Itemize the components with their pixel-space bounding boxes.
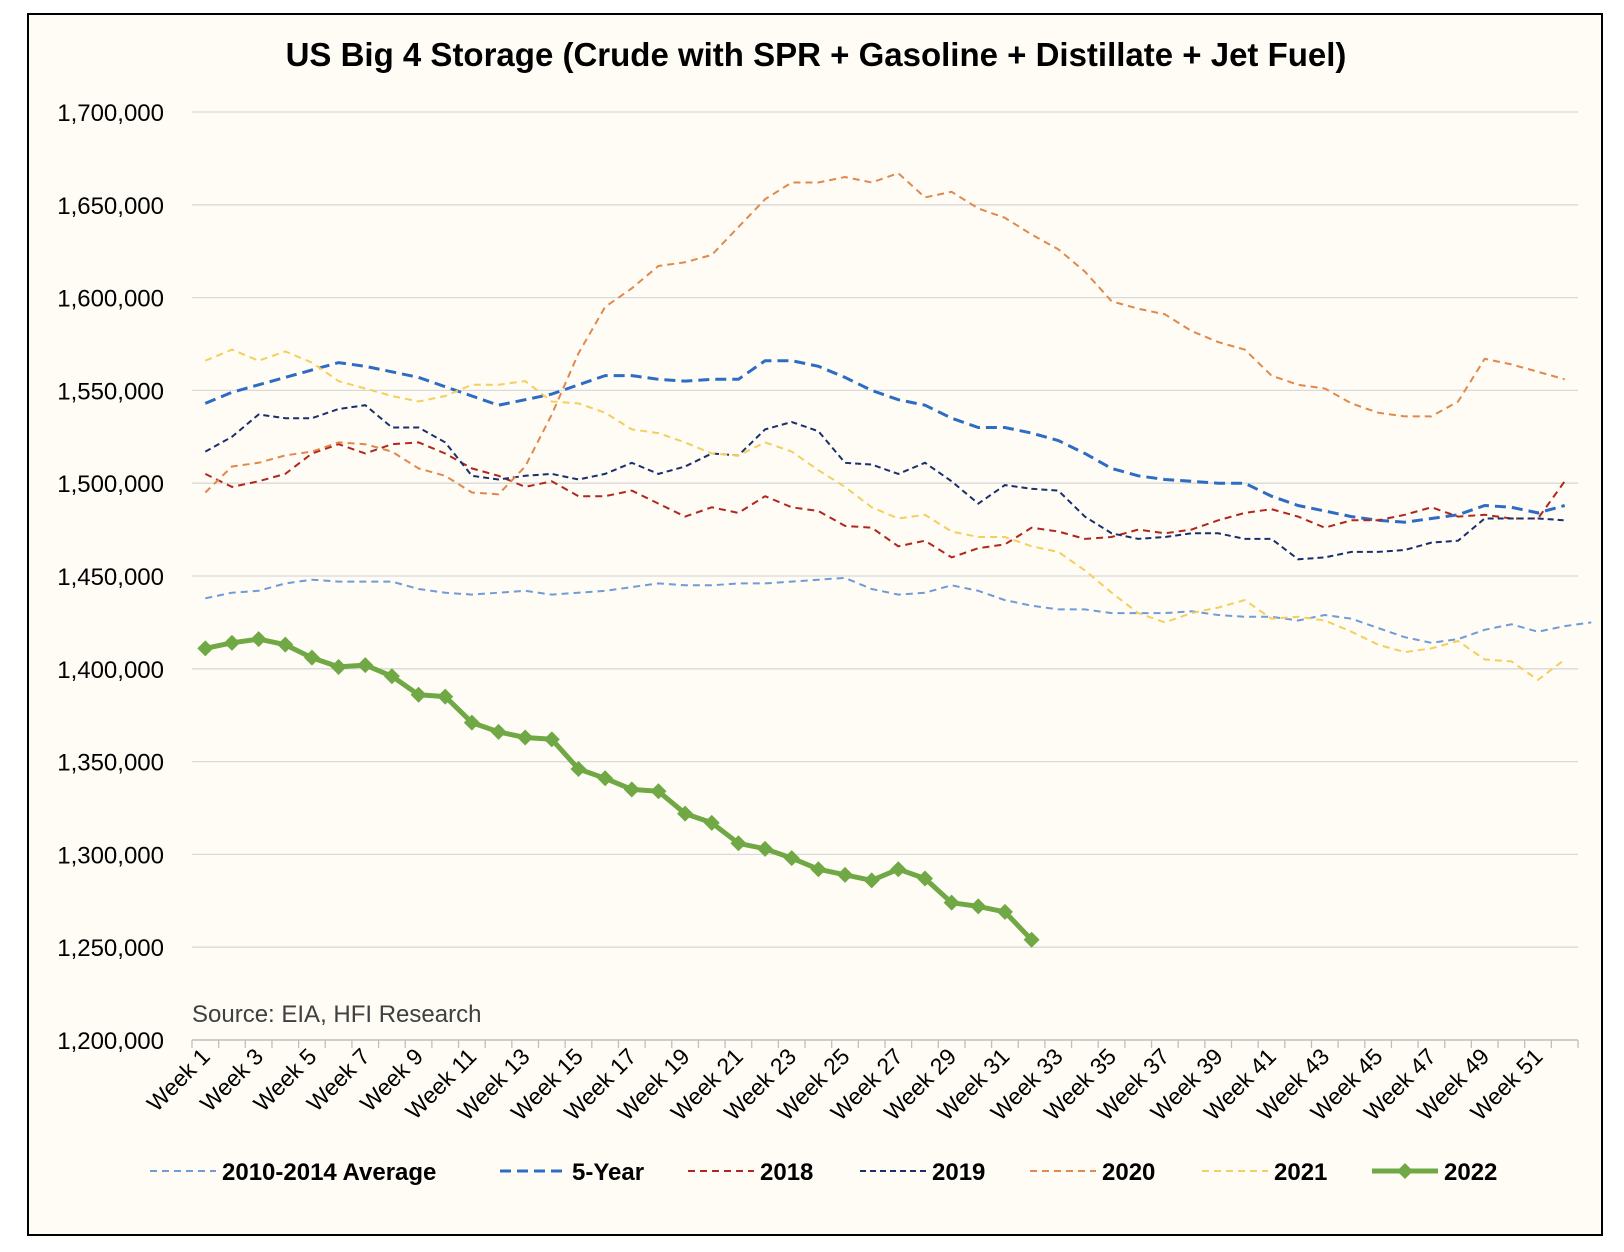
- legend-item: 2010-2014 Average: [150, 1159, 436, 1186]
- data-point-marker: [730, 835, 747, 852]
- legend-label: 5-Year: [572, 1159, 644, 1186]
- data-point-marker: [703, 814, 720, 831]
- series-line-2010-2014-average: [205, 576, 1592, 644]
- y-tick-label: 1,700,000: [57, 100, 164, 127]
- data-point-marker: [277, 636, 294, 653]
- data-point-marker: [330, 658, 347, 675]
- legend-label: 2021: [1274, 1159, 1327, 1186]
- y-tick-label: 1,650,000: [57, 193, 164, 220]
- data-point-marker: [250, 631, 267, 648]
- data-point-marker: [757, 840, 774, 857]
- source-note: Source: EIA, HFI Research: [192, 1001, 481, 1028]
- data-point-marker: [650, 783, 667, 800]
- data-point-marker: [490, 723, 507, 740]
- grid: [192, 111, 1578, 948]
- legend-label: 2018: [760, 1159, 813, 1186]
- data-point-marker: [837, 866, 854, 883]
- data-point-marker: [943, 894, 960, 911]
- y-tick-label: 1,450,000: [57, 564, 164, 591]
- y-axis: 1,200,000 1,250,000 1,300,000 1,350,000 1,40…: [57, 100, 164, 1055]
- data-point-marker: [543, 731, 560, 748]
- legend-label: 2022: [1444, 1159, 1497, 1186]
- y-tick-label: 1,550,000: [57, 378, 164, 405]
- y-tick-label: 1,350,000: [57, 750, 164, 777]
- data-point-marker: [970, 898, 987, 915]
- legend-label: 2010-2014 Average: [222, 1159, 436, 1186]
- legend-label: 2020: [1102, 1159, 1155, 1186]
- data-point-marker: [303, 649, 320, 666]
- data-point-marker: [357, 657, 374, 674]
- series: [197, 172, 1592, 948]
- data-point-marker: [810, 861, 827, 878]
- data-point-marker: [597, 770, 614, 787]
- legend-item: 2020: [1030, 1159, 1155, 1186]
- data-point-marker: [517, 729, 534, 746]
- chart-title: US Big 4 Storage (Crude with SPR + Gasol…: [286, 36, 1347, 73]
- data-point-marker: [410, 686, 427, 703]
- chart-frame: [27, 13, 1603, 1236]
- data-point-marker: [437, 688, 454, 705]
- series-line-2022: [204, 636, 1034, 942]
- legend-item: 5-Year: [500, 1159, 644, 1186]
- data-point-marker: [783, 850, 800, 867]
- series-line-2020: [204, 172, 1565, 496]
- legend-marker: [1397, 1163, 1413, 1179]
- series-line-5-year: [204, 359, 1566, 524]
- data-point-marker: [916, 870, 933, 887]
- data-point-marker: [570, 761, 587, 778]
- legend-label: 2019: [932, 1159, 985, 1186]
- data-point-marker: [223, 634, 240, 651]
- series-line-2018: [204, 441, 1566, 559]
- data-point-marker: [623, 781, 640, 798]
- data-point-marker: [890, 861, 907, 878]
- legend-item: 2018: [688, 1159, 813, 1186]
- data-point-marker: [677, 805, 694, 822]
- series-line-2019: [204, 404, 1565, 561]
- series-line-2021: [204, 348, 1566, 682]
- data-point-marker: [383, 668, 400, 685]
- legend-item: 2022: [1372, 1159, 1497, 1186]
- legend-item: 2019: [860, 1159, 985, 1186]
- y-tick-label: 1,250,000: [57, 935, 164, 962]
- y-tick-label: 1,400,000: [57, 657, 164, 684]
- legend-item: 2021: [1202, 1159, 1327, 1186]
- y-tick-label: 1,600,000: [57, 286, 164, 313]
- legend: 2010-2014 Average 5-Year 2018 2019 2020 2021 2…: [150, 1159, 1497, 1186]
- data-point-marker: [863, 872, 880, 889]
- data-point-marker: [197, 640, 214, 657]
- y-tick-label: 1,300,000: [57, 842, 164, 869]
- y-tick-label: 1,200,000: [57, 1028, 164, 1055]
- data-point-marker: [1023, 931, 1040, 948]
- y-tick-label: 1,500,000: [57, 471, 164, 498]
- data-point-marker: [996, 903, 1013, 920]
- data-point-marker: [463, 714, 480, 731]
